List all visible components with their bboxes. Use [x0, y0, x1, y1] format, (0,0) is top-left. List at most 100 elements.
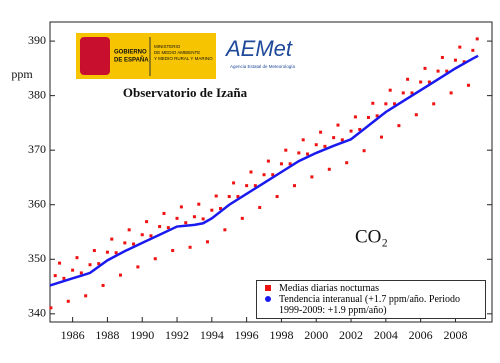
data-point: [58, 261, 62, 265]
legend: Medias diarias nocturnas Tendencia intera…: [256, 280, 486, 319]
data-point: [306, 152, 310, 156]
data-point: [467, 83, 471, 87]
legend-marker: [265, 285, 271, 291]
x-tick-label: 1994: [200, 328, 224, 342]
data-point: [214, 194, 218, 198]
legend-item: Tendencia interanual (+1.7 ppm/año. Peri…: [261, 294, 481, 316]
data-point: [314, 143, 318, 147]
x-tick-label: 1998: [269, 328, 293, 342]
trend-line: [49, 54, 479, 287]
data-point: [132, 242, 136, 246]
data-point: [458, 45, 462, 49]
data-point: [288, 162, 292, 166]
data-point: [358, 127, 362, 131]
data-point: [205, 240, 209, 244]
data-point: [166, 226, 170, 230]
data-point: [375, 114, 379, 118]
x-tick-label: 2002: [339, 328, 363, 342]
data-point: [101, 283, 105, 287]
x-tick-label: 2004: [374, 328, 398, 342]
data-point: [427, 80, 431, 84]
data-point: [414, 113, 418, 117]
data-point: [145, 220, 149, 224]
data-point: [371, 101, 375, 105]
data-point: [49, 306, 53, 310]
data-point: [158, 225, 162, 229]
data-point: [236, 195, 240, 199]
y-tick-label: 340: [28, 306, 46, 320]
data-point: [445, 69, 449, 73]
data-point: [345, 161, 349, 165]
legend-label: Medias diarias nocturnas: [279, 283, 379, 294]
data-point: [62, 276, 66, 280]
x-tick-label: 1986: [61, 328, 85, 342]
chart-title: Observatorio de Izaña: [123, 85, 248, 100]
data-point: [162, 211, 166, 215]
data-point: [84, 294, 88, 298]
y-tick-label: 370: [28, 142, 46, 156]
data-point: [75, 256, 79, 260]
data-point: [240, 216, 244, 220]
data-point: [453, 58, 457, 62]
data-point: [136, 265, 140, 269]
data-point: [105, 250, 109, 254]
data-point: [153, 257, 157, 261]
data-point: [436, 69, 440, 73]
legend-item: Medias diarias nocturnas: [261, 283, 481, 294]
data-point: [123, 241, 127, 245]
data-point: [171, 249, 175, 253]
data-point: [118, 273, 122, 277]
logo-text: DE MEDIO AMBIENTE: [154, 50, 200, 55]
data-point: [410, 91, 414, 95]
aemet-sub: Agencia Estatal de Meteorología: [230, 64, 296, 69]
data-point: [393, 102, 397, 106]
data-point: [366, 115, 370, 119]
gov-emblem: [80, 37, 110, 75]
data-point: [292, 184, 296, 188]
data-point: [88, 263, 92, 267]
data-point: [271, 173, 275, 177]
data-point: [53, 274, 57, 278]
x-tick-label: 2006: [409, 328, 433, 342]
data-point: [432, 102, 436, 106]
logo-text: DE ESPAÑA: [114, 57, 149, 64]
data-point: [192, 215, 196, 219]
data-point: [332, 136, 336, 140]
data-point: [362, 149, 366, 153]
data-point: [210, 208, 214, 212]
y-tick-label: 380: [28, 87, 46, 101]
x-tick-label: 1996: [235, 328, 259, 342]
data-point: [262, 173, 266, 177]
data-point: [149, 234, 153, 238]
data-point: [397, 124, 401, 128]
data-point: [353, 115, 357, 119]
plot-frame: [49, 21, 493, 323]
data-point: [323, 144, 327, 148]
annotation: CO₂: [355, 226, 388, 247]
x-tick-label: 1990: [130, 328, 154, 342]
data-point: [127, 228, 131, 232]
data-point: [471, 48, 475, 52]
data-point: [388, 88, 392, 92]
data-point: [79, 271, 83, 275]
x-tick-label: 1992: [165, 328, 189, 342]
y-tick-label: 350: [28, 251, 46, 265]
data-point: [201, 217, 205, 221]
legend-label: Tendencia interanual (+1.7 ppm/año. Peri…: [279, 294, 460, 316]
data-point: [266, 159, 270, 163]
x-tick-label: 2000: [304, 328, 328, 342]
data-point: [140, 233, 144, 237]
y-tick-label: 360: [28, 196, 46, 210]
data-point: [419, 80, 423, 84]
data-point: [223, 228, 227, 232]
data-point: [66, 299, 70, 303]
data-point: [327, 167, 331, 171]
data-point: [310, 175, 314, 179]
data-point: [384, 102, 388, 106]
x-tick-label: 2008: [443, 328, 467, 342]
data-point: [197, 202, 201, 206]
logo-text: GOBIERNO: [114, 50, 147, 56]
logo-text: MINISTERIO: [154, 44, 181, 49]
